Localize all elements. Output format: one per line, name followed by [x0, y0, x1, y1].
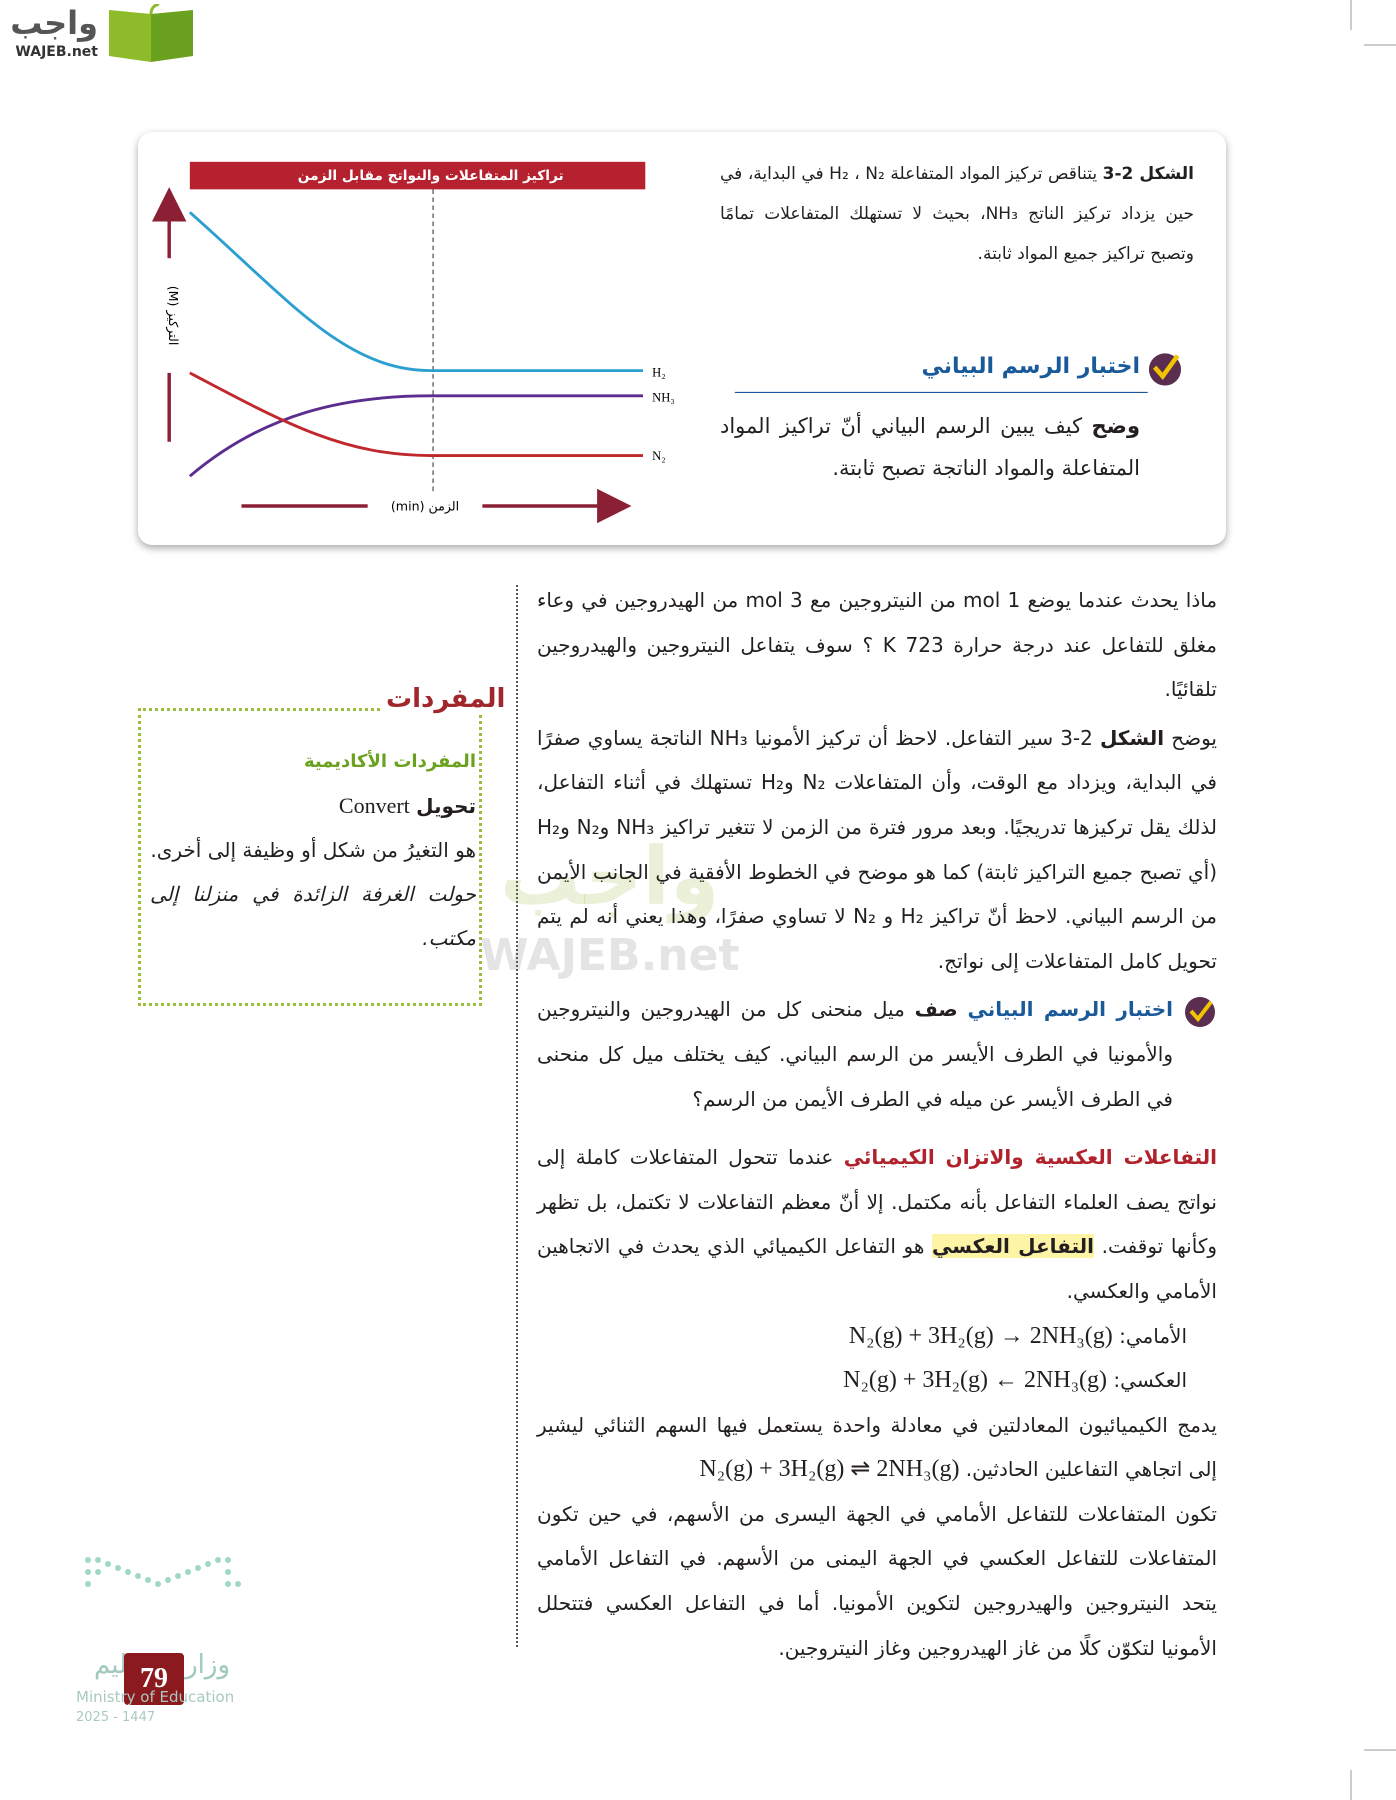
watermark-latin: WAJEB.net — [480, 930, 740, 981]
column-divider — [516, 585, 518, 1647]
main-column: ماذا يحدث عندما يوضع 1 mol من النيتروجين… — [537, 578, 1217, 1670]
figure-caption: الشكل 2-3 يتناقص تركيز المواد المتفاعلة … — [720, 154, 1194, 274]
section-heading: التفاعلات العكسية والاتزان الكيميائي — [843, 1145, 1217, 1170]
paragraph: التفاعلات العكسية والاتزان الكيميائي عند… — [537, 1135, 1217, 1313]
check-lead: وضح — [1091, 414, 1140, 438]
check-text: كيف يبين الرسم البياني أنّ تراكيز المواد… — [720, 414, 1140, 480]
x-axis-label: الزمن (min) — [391, 499, 459, 515]
caption-label: الشكل 2-3 — [1102, 164, 1194, 184]
term: تحويل — [416, 794, 476, 818]
logo-icon — [109, 4, 193, 62]
logo-arabic: واجب — [10, 4, 98, 42]
curve-label: N₂ — [652, 449, 666, 463]
equation-line: العكسي: N₂(g) + 3H₂(g) ← 2NH₃(g) — [537, 1358, 1217, 1403]
page-number: 79 — [124, 1653, 184, 1705]
check-lead: صف — [914, 997, 958, 1022]
ministry-logo — [85, 1557, 241, 1587]
check-title: اختبار الرسم البياني — [967, 997, 1173, 1022]
logo: واجب WAJEB.net — [10, 4, 193, 66]
equation: N₂(g) + 3H₂(g) → 2NH₃(g) — [848, 1322, 1113, 1349]
equation: N₂(g) + 3H₂(g) ← 2NH₃(g) — [843, 1367, 1108, 1394]
vocabulary-content: المفردات الأكاديمية تحويل Convert هو الت… — [150, 740, 476, 960]
paragraph: ماذا يحدث عندما يوضع 1 mol من النيتروجين… — [537, 588, 1218, 702]
figure-graph: تراكيز المتفاعلات والنواتج مقابل الزمن ا… — [151, 161, 1182, 524]
graph-check: اختبار الرسم البياني صف ميل منحنى كل من … — [537, 987, 1217, 1121]
example: حولت الغرفة الزائدة في منزلنا إلى مكتب. — [150, 882, 476, 950]
chart-title-bar — [189, 161, 646, 190]
vocabulary-box — [138, 708, 482, 1006]
crop-marks — [1350, 0, 1396, 1800]
text: يوضح — [1164, 725, 1217, 750]
equation-line: الأمامي: N₂(g) + 3H₂(g) → 2NH₃(g) — [537, 1314, 1217, 1359]
key-term: التفاعل العكسي — [932, 1234, 1095, 1259]
paragraph: يدمج الكيميائيون المعادلتين في معادلة وا… — [537, 1403, 1217, 1492]
chart-title: تراكيز المتفاعلات والنواتج مقابل الزمن — [298, 168, 564, 184]
term-en: Convert — [338, 793, 410, 818]
ministry-en: Ministry of Education — [76, 1688, 235, 1706]
watermark-arabic: واجب — [500, 830, 720, 923]
text: 2-3 سير التفاعل. لاحظ أن تركيز الأمونيا … — [537, 725, 1218, 973]
text: هو التفاعل الكيميائي الذي يحدث في الاتجا… — [537, 1234, 1217, 1303]
paragraph: تكون المتفاعلات للتفاعل الأمامي في الجهة… — [537, 1501, 1217, 1660]
figure-box — [138, 132, 1226, 545]
curve-label: NH₃ — [652, 391, 675, 405]
check-icon — [1185, 997, 1215, 1028]
paragraph: يوضح الشكل 2-3 سير التفاعل. لاحظ أن تركي… — [537, 716, 1217, 984]
vocabulary-term-line: تحويل Convert — [150, 784, 476, 828]
text: يدمج الكيميائيون المعادلتين في معادلة وا… — [537, 1412, 1217, 1482]
vocabulary-title: المفردات — [380, 684, 512, 714]
check-title: اختبار الرسم البياني — [921, 354, 1140, 379]
figure-ref: الشكل — [1099, 725, 1165, 750]
caption-text: يتناقص تركيز المواد المتفاعلة H₂ ، N₂ في… — [720, 164, 1194, 264]
logo-latin: WAJEB.net — [15, 44, 98, 60]
years: 2025 - 1447 — [76, 1710, 156, 1725]
equation: N₂(g) + 3H₂(g) ⇌ 2NH₃(g) — [699, 1456, 960, 1483]
definition: هو التغيرُ من شكل أو وظيفة إلى أخرى. — [150, 838, 476, 862]
y-axis-label: التركيز (M) — [165, 286, 181, 346]
curve-label: H₂ — [652, 365, 666, 379]
n2-curve — [189, 371, 643, 457]
check-body: وضح كيف يبين الرسم البياني أنّ تراكيز ال… — [720, 405, 1140, 489]
text: عندما تتحول المتفاعلات كاملة إلى نواتج ي… — [537, 1145, 1217, 1259]
equation-label: الأمامي: — [1119, 1323, 1187, 1348]
h2-curve — [188, 211, 643, 373]
equation-label: العكسي: — [1113, 1368, 1187, 1393]
check-text: ميل منحنى كل من الهيدروجين والنيتروجين و… — [537, 997, 1173, 1111]
nh3-curve — [188, 394, 643, 478]
vocabulary-subtitle: المفردات الأكاديمية — [303, 751, 476, 772]
